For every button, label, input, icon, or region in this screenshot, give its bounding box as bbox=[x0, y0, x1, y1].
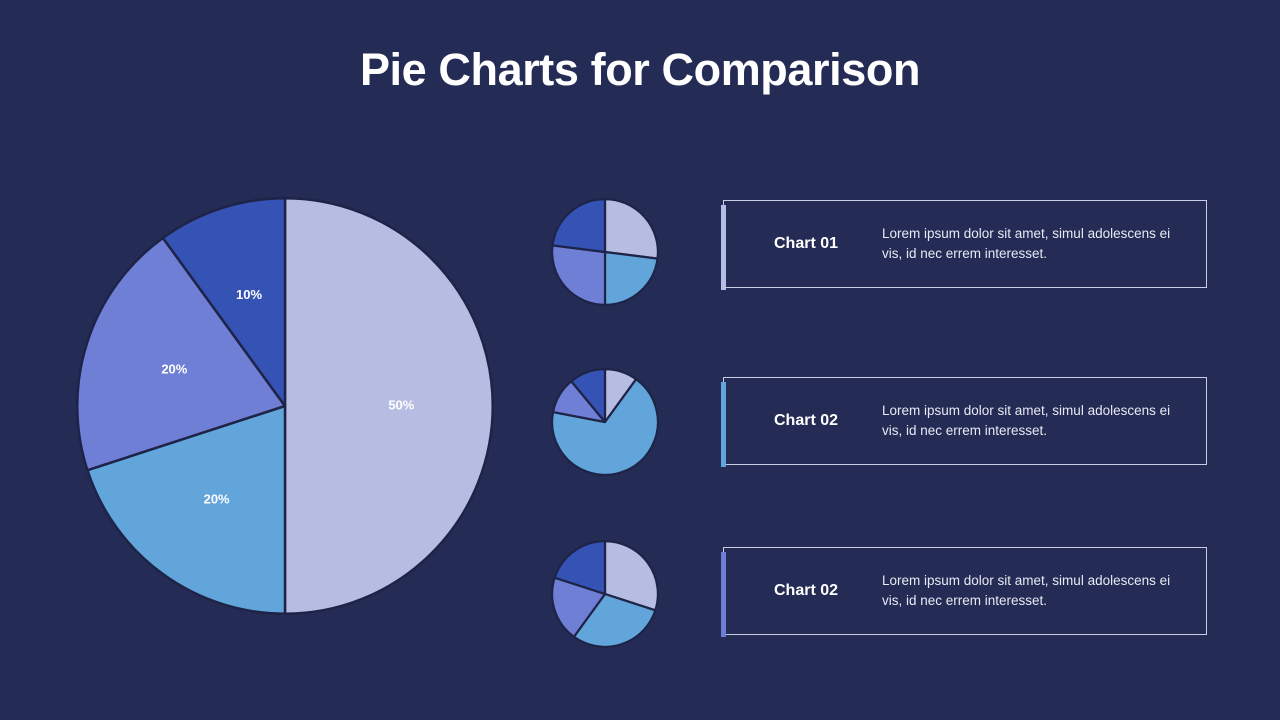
mini-pie-svg-3 bbox=[551, 540, 659, 648]
mini-pie-svg-1 bbox=[551, 198, 659, 306]
page-title: Pie Charts for Comparison bbox=[359, 44, 921, 95]
pie-slice[interactable] bbox=[551, 576, 607, 638]
mini-pie-slices-1 bbox=[551, 198, 659, 306]
chart-card-3[interactable]: Chart 02 Lorem ipsum dolor sit amet, sim… bbox=[721, 547, 1207, 637]
pie-slice-label: 20% bbox=[161, 361, 187, 376]
card-accent-bar-2 bbox=[721, 382, 726, 467]
mini-pie-slices-2 bbox=[551, 368, 659, 476]
main-pie-slices bbox=[76, 197, 494, 615]
pie-slice-label: 10% bbox=[236, 287, 262, 302]
mini-pie-chart-2[interactable] bbox=[551, 368, 659, 476]
card-body-2: Lorem ipsum dolor sit amet, simul adoles… bbox=[882, 403, 1171, 438]
card-accent-bar-3 bbox=[721, 552, 726, 637]
pie-slice[interactable] bbox=[76, 236, 287, 472]
pie-slice[interactable] bbox=[603, 250, 659, 306]
card-title-1: Chart 01 bbox=[773, 235, 839, 252]
pie-slice-label: 20% bbox=[204, 492, 230, 507]
main-pie-svg: 50% 20% 20% 10% bbox=[76, 197, 494, 615]
mini-pie-slices-3 bbox=[551, 540, 659, 648]
card-title-3: Chart 02 bbox=[773, 582, 839, 599]
pie-slice[interactable] bbox=[572, 592, 657, 648]
pie-slice[interactable] bbox=[603, 540, 659, 612]
chart-card-2[interactable]: Chart 02 Lorem ipsum dolor sit amet, sim… bbox=[721, 377, 1207, 467]
chart-card-1[interactable]: Chart 01 Lorem ipsum dolor sit amet, sim… bbox=[721, 200, 1207, 290]
pie-slice[interactable] bbox=[283, 197, 494, 615]
card-title-2: Chart 02 bbox=[773, 412, 839, 429]
pie-slice[interactable] bbox=[86, 404, 287, 615]
pie-slice[interactable] bbox=[551, 378, 659, 476]
card-body-1: Lorem ipsum dolor sit amet, simul adoles… bbox=[882, 226, 1171, 261]
mini-pie-chart-1[interactable] bbox=[551, 198, 659, 306]
main-pie-labels: 50% 20% 20% 10% bbox=[161, 287, 414, 507]
pie-slice[interactable] bbox=[553, 540, 607, 596]
mini-pie-chart-3[interactable] bbox=[551, 540, 659, 648]
card-accent-bar-1 bbox=[721, 205, 726, 290]
mini-pie-svg-2 bbox=[551, 368, 659, 476]
pie-slice-label: 50% bbox=[388, 397, 414, 412]
pie-slice[interactable] bbox=[161, 197, 287, 408]
card-body-3: Lorem ipsum dolor sit amet, simul adoles… bbox=[882, 573, 1171, 608]
main-pie-chart[interactable]: 50% 20% 20% 10% bbox=[76, 197, 494, 615]
pie-slice[interactable] bbox=[570, 368, 607, 424]
pie-slice[interactable] bbox=[603, 198, 659, 260]
pie-slice[interactable] bbox=[551, 198, 607, 254]
pie-slice[interactable] bbox=[551, 244, 607, 306]
